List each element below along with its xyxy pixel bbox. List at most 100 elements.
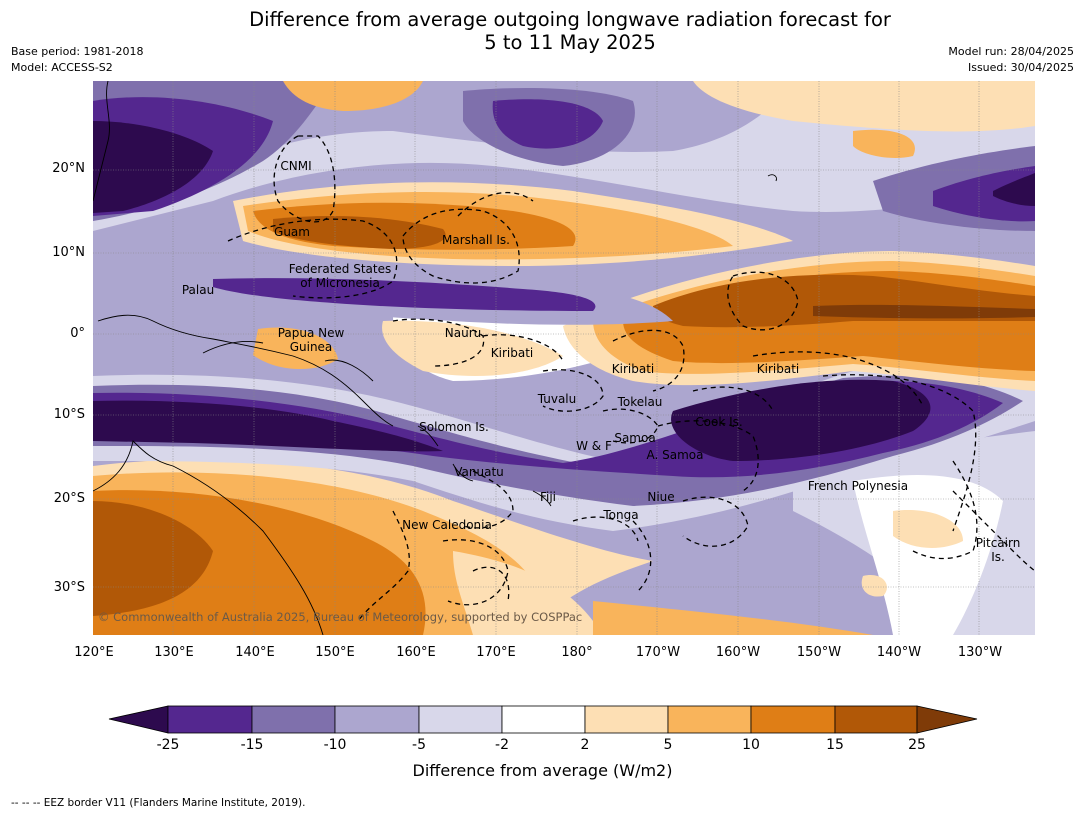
cook-dark-purple (671, 379, 931, 461)
lon-label-160e: 160°E (396, 645, 436, 660)
colorbar-bin-3 (334, 705, 420, 734)
label-pitcairn-line2: Is. (991, 550, 1005, 564)
northeast-darkest (993, 173, 1035, 206)
north-central-dark (492, 99, 603, 149)
north-orange-top (283, 81, 423, 111)
label-kiribati-central: Kiribati (611, 362, 655, 376)
label-fsm: Federated States of Micronesia (289, 262, 391, 290)
label-niue: Niue (647, 490, 675, 504)
colorbar-bin-9 (834, 705, 918, 734)
colorbar-bin-4 (418, 705, 503, 734)
lon-label-150w: 150°W (796, 645, 842, 660)
nth-purple-band (213, 278, 596, 311)
label-new-caledonia: New Caledonia (402, 518, 492, 532)
colorbar-bin-8 (750, 705, 836, 734)
colorbar-tick: 5 (663, 737, 673, 753)
label-tonga: Tonga (603, 508, 639, 522)
label-pitcairn-line1: Pitcairn (975, 536, 1021, 550)
issued-date: Issued: 30/04/2025 (967, 61, 1074, 74)
colorbar-label: Difference from average (W/m2) (412, 761, 673, 780)
lon-label-180: 180° (561, 645, 593, 660)
label-samoa: Samoa (614, 431, 656, 445)
model-name: Model: ACCESS-S2 (11, 61, 113, 74)
lat-label-20n: 20°N (52, 161, 85, 176)
colorbar-below (108, 705, 169, 734)
meta-right: Model run: 28/04/2025 Issued: 30/04/2025 (948, 44, 1074, 76)
label-kiribati-east: Kiribati (756, 362, 800, 376)
lon-label-170e: 170°E (476, 645, 516, 660)
model-run: Model run: 28/04/2025 (948, 45, 1074, 58)
chart-title: Difference from average outgoing longwav… (0, 8, 1085, 54)
meta-left: Base period: 1981-2018 Model: ACCESS-S2 (11, 44, 143, 76)
title-line-1: Difference from average outgoing longwav… (249, 8, 891, 31)
colorbar (108, 705, 978, 734)
label-fiji: Fiji (539, 490, 557, 504)
label-tuvalu: Tuvalu (537, 392, 577, 406)
lat-label-30s: 30°S (53, 580, 85, 595)
gridlines (93, 81, 1035, 635)
lon-label-140w: 140°W (876, 645, 922, 660)
east-orange-blob (893, 510, 963, 548)
colorbar-tick: -2 (495, 737, 509, 753)
label-cook: Cook Is. (695, 415, 743, 429)
label-nauru: Nauru (444, 326, 482, 340)
lat-label-10s: 10°S (53, 407, 85, 422)
colorbar-tick: -10 (323, 737, 347, 753)
label-pitcairn: Pitcairn Is. (976, 536, 1021, 564)
lon-label-170w: 170°W (635, 645, 681, 660)
eq-east-darkest (813, 304, 1035, 319)
colorbar-bin-5 (501, 705, 586, 734)
eez-footnote: -- -- -- EEZ border V11 (Flanders Marine… (11, 797, 306, 809)
lon-label-120e: 120°E (74, 645, 114, 660)
micronesia-brown (273, 216, 446, 249)
colorbar-tick: 10 (742, 737, 760, 753)
colorbar-above (916, 705, 978, 734)
equator-orange-strip (382, 320, 563, 376)
colorbar-bin-7 (667, 705, 752, 734)
label-png-line1: Papua New (277, 326, 345, 340)
coastlines (93, 81, 777, 635)
lon-label-140e: 140°E (235, 645, 275, 660)
top-right-light (693, 81, 1035, 132)
north-purple-darkest (93, 121, 213, 213)
spcz-dark-purple (93, 400, 443, 452)
base-period: Base period: 1981-2018 (11, 45, 144, 58)
colorbar-tick: 15 (826, 737, 844, 753)
label-solomon: Solomon Is. (419, 420, 489, 434)
label-french-polynesia: French Polynesia (807, 479, 909, 493)
label-fsm-line2: of Micronesia (300, 276, 380, 290)
map-panel (93, 81, 1035, 635)
se-orange-patch (453, 551, 593, 635)
colorbar-tick: -5 (412, 737, 426, 753)
png-light (253, 327, 338, 370)
label-kiribati-west: Kiribati (490, 346, 534, 360)
lon-label-130w: 130°W (957, 645, 1003, 660)
colorbar-bin-2 (251, 705, 336, 734)
label-vanuatu: Vanuatu (454, 465, 504, 479)
label-fsm-line1: Federated States (288, 262, 392, 276)
eez-borders (227, 135, 1035, 622)
label-tokelau: Tokelau (617, 395, 663, 409)
map-svg (93, 81, 1035, 635)
copyright-notice: © Commonwealth of Australia 2025, Bureau… (98, 610, 583, 624)
colorbar-tick: -15 (240, 737, 264, 753)
east-white-core (853, 475, 1003, 635)
label-guam: Guam (274, 225, 310, 239)
lat-label-10n: 10°N (52, 245, 85, 260)
label-marshall: Marshall Is. (442, 233, 510, 247)
lat-label-20s: 20°S (53, 491, 85, 506)
far-south-light (593, 601, 873, 635)
lon-label-160w: 160°W (715, 645, 761, 660)
label-cnmi: CNMI (280, 159, 312, 173)
colorbar-tick: 25 (908, 737, 926, 753)
colorbar-tick: -25 (156, 737, 180, 753)
label-png: Papua New Guinea (278, 326, 345, 354)
colorbar-tick: 2 (580, 737, 590, 753)
lon-label-150e: 150°E (315, 645, 355, 660)
pitcairn-orange (861, 575, 887, 597)
label-palau: Palau (181, 283, 215, 297)
colorbar-bin-1 (167, 705, 253, 734)
title-line-2: 5 to 11 May 2025 (484, 31, 656, 54)
lon-label-130e: 130°E (154, 645, 194, 660)
colorbar-bin-6 (584, 705, 669, 734)
